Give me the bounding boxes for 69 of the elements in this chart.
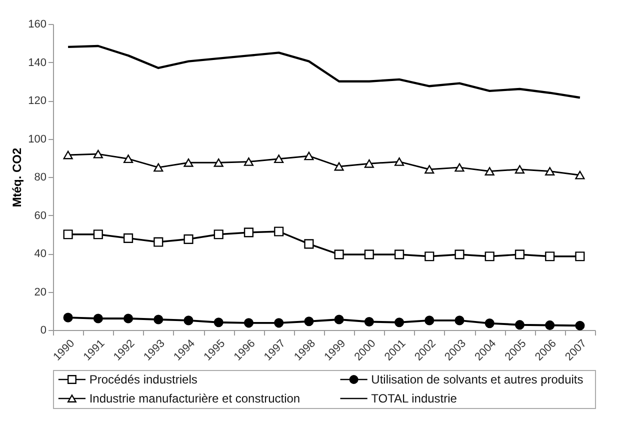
point — [304, 239, 314, 249]
point — [63, 230, 73, 240]
point — [545, 320, 555, 330]
point — [304, 152, 314, 160]
point — [514, 320, 525, 330]
point — [394, 318, 404, 328]
point — [334, 314, 344, 324]
y-tick-label: 120 — [28, 95, 46, 107]
point — [184, 158, 194, 167]
point — [154, 163, 164, 172]
point — [334, 162, 344, 171]
point — [454, 163, 464, 172]
point — [424, 252, 434, 262]
point — [514, 165, 525, 174]
y-tick-label: 100 — [28, 133, 46, 146]
point — [93, 150, 103, 158]
point — [93, 230, 103, 240]
y-tick-label: 80 — [34, 172, 46, 184]
point — [484, 318, 494, 328]
legend-label: TOTAL industrie — [371, 392, 458, 406]
point — [575, 170, 585, 180]
legend-label: Utilisation de solvants et autres produits — [371, 372, 584, 386]
point — [454, 316, 464, 326]
point — [244, 318, 254, 328]
point — [214, 158, 224, 167]
point — [244, 157, 254, 166]
point — [364, 250, 374, 260]
point — [454, 250, 464, 260]
point — [154, 314, 164, 324]
point — [63, 312, 73, 322]
y-tick-label: 0 — [40, 324, 46, 336]
point — [484, 252, 494, 262]
point — [184, 234, 194, 244]
point — [244, 228, 254, 238]
point — [364, 317, 374, 327]
y-tick-label: 20 — [34, 286, 46, 298]
legend-label: Procédés industriels — [89, 372, 198, 386]
line-series — [66, 44, 582, 99]
legend-label: Industrie manufacturière et construction — [89, 392, 300, 406]
point — [123, 314, 134, 324]
point — [274, 318, 284, 328]
point — [545, 167, 555, 176]
point — [274, 226, 284, 236]
y-tick-label: 140 — [28, 56, 46, 69]
point — [63, 150, 73, 160]
point — [93, 314, 103, 324]
point — [514, 250, 525, 260]
y-tick-label: 40 — [34, 248, 46, 260]
y-tick-label: 160 — [28, 18, 46, 30]
point — [334, 250, 344, 260]
y-axis-title: Mtéq. CO2 — [10, 148, 24, 208]
point — [424, 316, 434, 326]
point — [184, 316, 194, 326]
point — [214, 318, 224, 328]
point — [154, 237, 164, 247]
y-tick-label: 60 — [34, 210, 46, 222]
point — [575, 252, 585, 262]
point — [304, 316, 314, 326]
point — [214, 230, 224, 240]
point — [123, 233, 134, 243]
point — [394, 250, 404, 260]
point — [123, 154, 134, 164]
point — [575, 320, 585, 330]
point — [274, 154, 284, 164]
point — [545, 252, 555, 262]
point — [364, 159, 374, 168]
point — [394, 157, 404, 166]
point — [484, 167, 494, 176]
point — [424, 165, 434, 174]
